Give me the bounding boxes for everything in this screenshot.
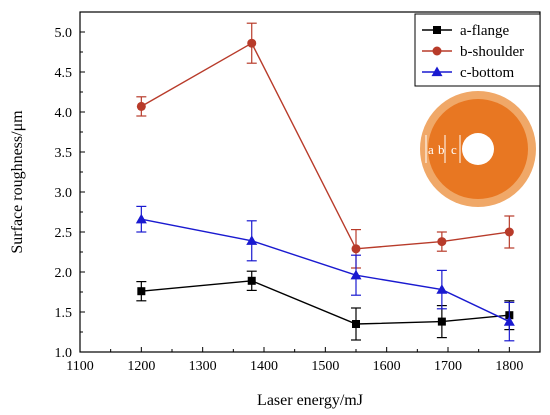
inset-label-b: b xyxy=(438,142,445,157)
legend-label-c-bottom: c-bottom xyxy=(460,65,514,81)
y-tick-label-1: 1.5 xyxy=(55,306,73,321)
y-tick-label-2: 2.0 xyxy=(55,266,73,281)
legend: a-flange b-shoulder c-bottom xyxy=(414,13,541,87)
plot-layer xyxy=(135,22,515,342)
x-axis-title: Laser energy/mJ xyxy=(257,392,363,409)
legend-marker-a-flange xyxy=(433,26,441,34)
y-tick-label-5: 3.5 xyxy=(55,146,73,161)
data-point-b-shoulder-3 xyxy=(437,237,447,247)
data-point-a-flange-2 xyxy=(352,320,360,328)
data-point-c-bottom-3 xyxy=(436,284,448,294)
x-tick-label-5: 1600 xyxy=(373,359,401,374)
x-tick-label-0: 1100 xyxy=(66,359,93,374)
x-tick-label-3: 1400 xyxy=(250,359,278,374)
data-point-a-flange-3 xyxy=(437,317,446,326)
data-point-c-bottom-2 xyxy=(350,269,362,280)
series-c-bottom xyxy=(135,205,515,342)
legend-items xyxy=(422,26,452,77)
x-tick-label-1: 1200 xyxy=(127,359,155,374)
data-point-b-shoulder-1 xyxy=(247,38,257,48)
y-axis-title: Surface roughness/μm xyxy=(9,110,26,254)
y-tick-label-6: 4.0 xyxy=(55,106,73,121)
legend-label-b-shoulder: b-shoulder xyxy=(460,44,524,60)
inset-label-a: a xyxy=(428,142,434,157)
y-tick-label-0: 1.0 xyxy=(55,346,73,361)
data-point-b-shoulder-4 xyxy=(504,227,514,237)
data-point-b-shoulder-2 xyxy=(351,244,361,254)
axes-layer: 1100 1200 1300 1400 1500 1600 1700 1800 1.0 1.5 2.… xyxy=(55,26,524,374)
inset-ring-diagram: a b c xyxy=(420,91,536,207)
inset-center-hole xyxy=(462,133,494,165)
x-tick-label-2: 1300 xyxy=(189,359,217,374)
data-point-c-bottom-1 xyxy=(246,235,258,245)
data-point-c-bottom-4 xyxy=(503,316,515,326)
data-point-c-bottom-0 xyxy=(135,213,147,224)
x-tick-label-6: 1700 xyxy=(434,359,462,374)
y-tick-label-8: 5.0 xyxy=(55,26,73,41)
series-b-shoulder xyxy=(136,22,515,269)
plot-frame xyxy=(79,11,541,353)
data-point-a-flange-1 xyxy=(247,276,256,285)
y-tick-label-4: 3.0 xyxy=(55,186,73,201)
y-tick-label-3: 2.5 xyxy=(55,226,73,241)
inset-label-c: c xyxy=(451,142,457,157)
legend-label-a-flange: a-flange xyxy=(460,23,509,39)
data-point-b-shoulder-0 xyxy=(136,101,146,111)
legend-marker-c-bottom xyxy=(431,66,443,77)
data-point-a-flange-0 xyxy=(137,287,146,296)
legend-marker-b-shoulder xyxy=(432,46,442,56)
x-tick-label-7: 1800 xyxy=(495,359,523,374)
x-tick-label-4: 1500 xyxy=(311,359,339,374)
y-tick-label-7: 4.5 xyxy=(55,66,73,81)
